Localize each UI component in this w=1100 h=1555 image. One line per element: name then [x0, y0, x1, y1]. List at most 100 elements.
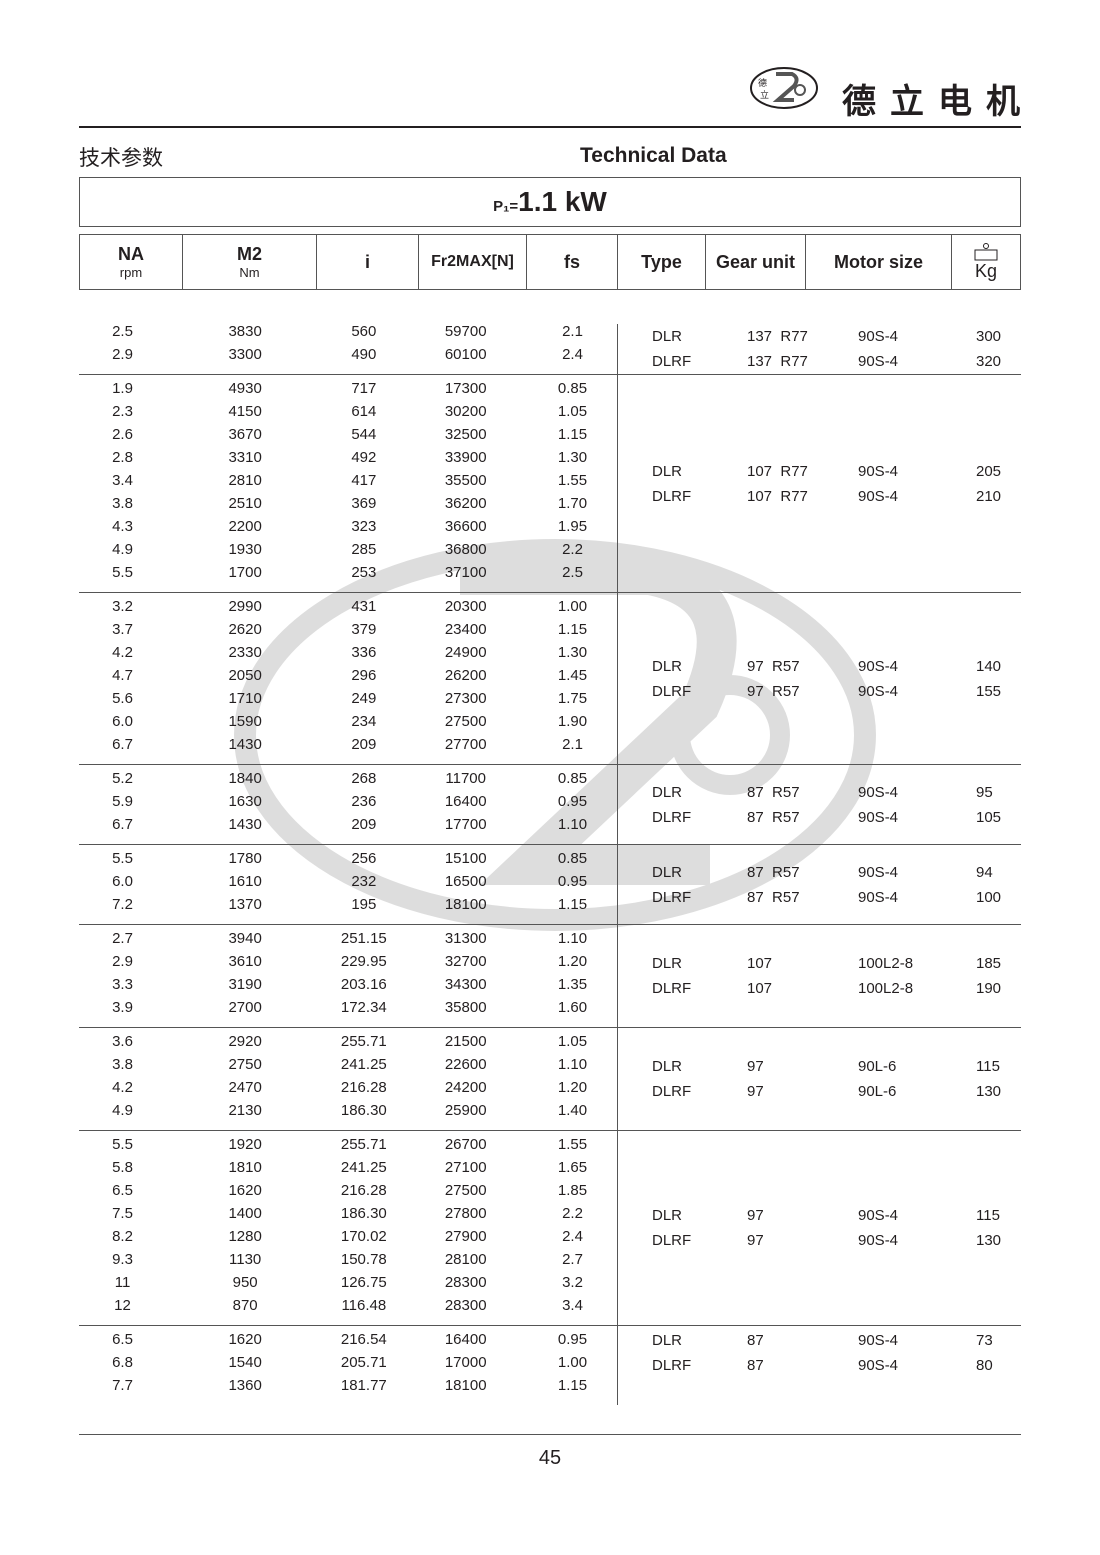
- col-fr: Fr2MAX[N]: [419, 235, 527, 289]
- cell-fr: 27100: [444, 1159, 487, 1176]
- unit-kg: 130: [976, 1083, 1002, 1100]
- cell-i: 256: [351, 850, 377, 867]
- cell-m2: 1810: [228, 1159, 262, 1176]
- unit-kg: 100: [976, 888, 1002, 906]
- brand-logo: 德 立: [750, 67, 818, 109]
- cell-i: 253: [351, 564, 377, 581]
- col-motor: Motor size: [806, 235, 952, 289]
- cell-fs: 1.10: [557, 816, 588, 833]
- cell-na: 4.9: [112, 541, 133, 558]
- cell-fs: 1.20: [557, 953, 588, 970]
- cell-na: 1.9: [112, 380, 133, 397]
- table-row: 8.2 1280 170.02 27900 2.4: [79, 1225, 617, 1248]
- unit-gear: 87: [747, 1332, 764, 1349]
- col-motor-label: Motor size: [833, 251, 923, 272]
- unit-gear: 107: [747, 955, 773, 972]
- cell-m2: 1400: [228, 1205, 262, 1222]
- unit-line: DLR 87 90S-4 73: [618, 1328, 1021, 1353]
- col-na: NA rpm: [80, 235, 183, 289]
- table-group: 1.9 4930 717 17300 0.85 2.3 4150 614 30200 1.05 2.…: [79, 375, 1021, 593]
- table-row: 5.5 1920 255.71 26700 1.55: [79, 1133, 617, 1156]
- cell-m2: 4150: [228, 403, 262, 420]
- unit-kg: 95: [976, 783, 993, 801]
- table-row: 6.5 1620 216.28 27500 1.85: [79, 1179, 617, 1202]
- cell-m2: 2620: [228, 621, 262, 638]
- cell-na: 5.9: [112, 793, 133, 810]
- cell-fs: 1.30: [557, 449, 588, 466]
- unit-motor: 100L2-8: [858, 955, 914, 972]
- data-table: 2.5 3830 560 59700 2.1 2.9 3300 490 60100 2.4 DLR 1…: [79, 314, 1021, 1405]
- cell-m2: 2810: [228, 472, 262, 489]
- cell-m2: 4930: [228, 380, 262, 397]
- cell-m2: 1430: [228, 736, 262, 753]
- unit-motor: 90S-4: [858, 328, 899, 345]
- cell-i: 492: [351, 449, 377, 466]
- cell-na: 6.5: [112, 1182, 133, 1199]
- cell-i: 116.48: [341, 1297, 387, 1314]
- unit-type: DLR: [652, 783, 683, 801]
- cell-m2: 3610: [228, 953, 262, 970]
- unit-line: DLR 87 R57 90S-4 95: [618, 780, 1021, 805]
- table-group: 6.5 1620 216.54 16400 0.95 6.8 1540 205.71 17000…: [79, 1326, 1021, 1405]
- cell-fr: 23400: [444, 621, 487, 638]
- table-header: NA rpm M2 Nm i Fr2MAX[N] fs Type Gear unit…: [79, 234, 1021, 290]
- cell-m2: 1710: [228, 690, 262, 707]
- cell-na: 3.8: [112, 1056, 133, 1073]
- group-values: 5.2 1840 268 11700 0.85 5.9 1630 236 16400 0.95 6.…: [79, 765, 617, 844]
- cell-i: 417: [351, 472, 377, 489]
- cell-fs: 1.30: [557, 644, 588, 661]
- cell-fr: 28300: [444, 1297, 487, 1314]
- unit-kg: 155: [976, 682, 1002, 700]
- cell-fs: 0.85: [557, 770, 588, 787]
- cell-fs: 1.45: [557, 667, 588, 684]
- table-group: 3.2 2990 431 20300 1.00 3.7 2620 379 23400 1.15 4.…: [79, 593, 1021, 765]
- group-values: 2.7 3940 251.15 31300 1.10 2.9 3610 229.95 32700…: [79, 925, 617, 1027]
- cell-fs: 1.15: [557, 896, 588, 913]
- unit-line: DLR 97 90L-6 115: [618, 1054, 1021, 1079]
- cell-m2: 1540: [228, 1354, 262, 1371]
- cell-fs: 0.95: [557, 793, 588, 810]
- cell-fs: 1.00: [557, 1354, 588, 1371]
- table-row: 4.3 2200 323 36600 1.95: [79, 515, 617, 538]
- cell-fr: 24900: [444, 644, 487, 661]
- group-values: 5.5 1920 255.71 26700 1.55 5.8 1810 241.25 27100…: [79, 1131, 617, 1325]
- unit-type: DLR: [652, 863, 683, 881]
- cell-na: 11: [114, 1274, 131, 1291]
- unit-line: DLR 97 R57 90S-4 140: [618, 654, 1021, 679]
- table-row: 3.3 3190 203.16 34300 1.35: [79, 973, 617, 996]
- cell-m2: 1700: [228, 564, 262, 581]
- cell-fr: 28100: [444, 1251, 487, 1268]
- table-row: 1.9 4930 717 17300 0.85: [79, 377, 617, 400]
- cell-fr: 35800: [444, 999, 487, 1016]
- col-i: i: [317, 235, 419, 289]
- cell-fr: 18100: [444, 1377, 487, 1394]
- cell-na: 6.7: [112, 736, 133, 753]
- cell-fs: 2.7: [562, 1251, 583, 1268]
- col-i-label: i: [364, 251, 370, 272]
- cell-fs: 0.85: [557, 380, 588, 397]
- cell-m2: 2470: [228, 1079, 262, 1096]
- unit-gear: 107 R77: [747, 487, 808, 505]
- cell-m2: 2700: [228, 999, 262, 1016]
- table-group: 2.5 3830 560 59700 2.1 2.9 3300 490 60100 2.4 DLR 1…: [79, 314, 1021, 375]
- group-unit-info: DLR 107 100L2-8 185 DLRF 107 100L2-8 190: [617, 925, 1021, 1027]
- table-row: 7.5 1400 186.30 27800 2.2: [79, 1202, 617, 1225]
- table-row: 3.4 2810 417 35500 1.55: [79, 469, 617, 492]
- cell-fr: 16400: [444, 1331, 487, 1348]
- cell-na: 5.5: [112, 564, 133, 581]
- cell-fr: 28300: [444, 1274, 487, 1291]
- cell-fr: 31300: [444, 930, 487, 947]
- unit-kg: 115: [976, 1207, 1000, 1224]
- unit-type: DLR: [652, 1207, 683, 1224]
- cell-m2: 1930: [228, 541, 262, 558]
- cell-m2: 2330: [228, 644, 262, 661]
- table-group: 5.5 1920 255.71 26700 1.55 5.8 1810 241.25 27100…: [79, 1131, 1021, 1326]
- cell-na: 4.9: [112, 1102, 133, 1119]
- cell-i: 209: [351, 816, 377, 833]
- cell-m2: 1370: [228, 896, 262, 913]
- col-na-label: NA: [118, 244, 144, 264]
- unit-motor: 90S-4: [858, 657, 899, 675]
- cell-na: 3.9: [112, 999, 133, 1016]
- col-gear-label: Gear unit: [715, 251, 795, 272]
- cell-fr: 26700: [444, 1136, 487, 1153]
